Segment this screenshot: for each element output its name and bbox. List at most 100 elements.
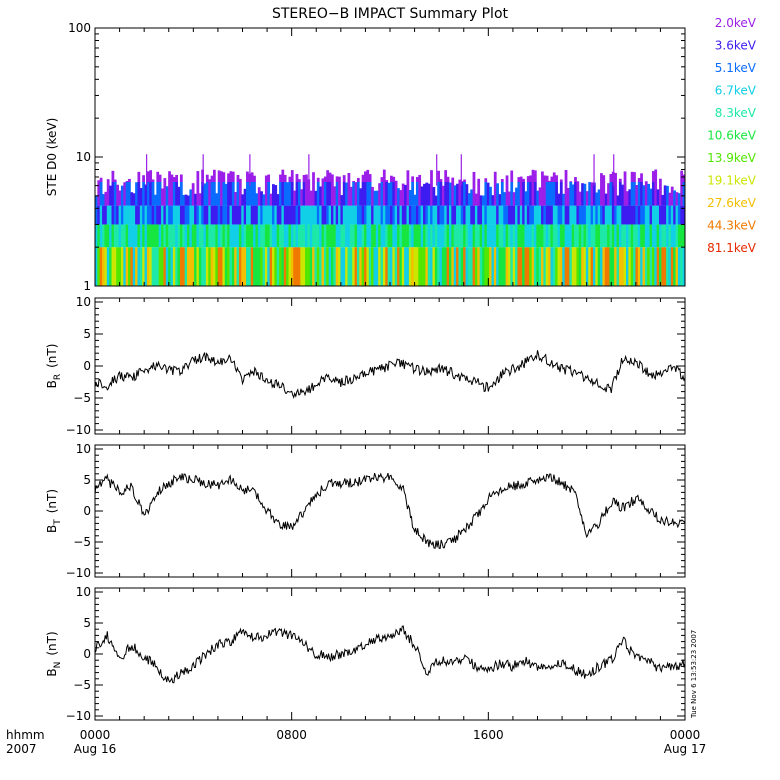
spectrogram-cell: [427, 224, 431, 248]
spectrogram-cell: [432, 187, 436, 206]
spectrogram-cell: [415, 205, 419, 225]
spectrogram-cell: [555, 224, 558, 248]
spectrogram-cell: [609, 182, 613, 206]
spectrogram-cell: [451, 205, 455, 225]
spectrogram-cell: [125, 182, 129, 206]
panel-br: −10 −5 0 5 10 BR (nT): [45, 295, 686, 437]
spectrogram-cell: [609, 224, 613, 248]
spectrogram-cell: [352, 205, 355, 225]
spectrogram-cell: [316, 182, 320, 206]
spectrogram-cell: [269, 205, 273, 225]
spectrogram-cell: [479, 205, 483, 225]
spectrogram-cell: [281, 169, 285, 182]
spectrogram-cell: [151, 179, 155, 182]
spectrogram-cell: [279, 174, 282, 183]
spectrogram-cell: [635, 185, 639, 206]
spectrogram-cell: [548, 182, 551, 206]
spectrogram-cell: [253, 224, 256, 248]
spectrogram-cell: [600, 173, 603, 182]
spectrogram-cell: [302, 174, 306, 182]
spectrogram-cell: [567, 247, 570, 286]
spectrogram-cell: [611, 224, 615, 248]
spectrogram-cell: [168, 224, 171, 248]
spectrogram-cell: [314, 224, 318, 248]
spectrogram-cell: [425, 205, 429, 225]
spectrogram-cell: [559, 182, 563, 206]
spectrogram-cell: [500, 182, 504, 206]
spectrogram-cell: [437, 182, 440, 206]
spectrogram-cell: [340, 224, 344, 248]
spectrogram-cell: [602, 182, 606, 206]
spectrogram-cell: [548, 180, 551, 182]
spectrogram-cell: [562, 193, 566, 206]
energy-legend-item: 6.7keV: [715, 84, 757, 98]
spectrogram-cell: [241, 194, 245, 206]
spectrogram-cell: [583, 183, 587, 206]
spectrogram-cell: [524, 205, 528, 225]
spectrogram-cell: [331, 224, 334, 248]
bt-ylabel: BT (nT): [45, 489, 63, 533]
spectrogram-cell: [333, 247, 337, 286]
spectrogram-cell: [427, 183, 431, 206]
spectrogram-cell: [418, 182, 422, 206]
spectrogram-cell: [163, 178, 167, 183]
spectrogram-cell: [637, 205, 641, 225]
spectrogram-cell: [342, 205, 346, 225]
spectrogram-cell: [411, 182, 414, 206]
spectrogram-cell: [342, 175, 346, 182]
spectrogram-cell: [380, 205, 384, 225]
spectrogram-cell: [453, 224, 457, 248]
spectrogram-cell: [432, 224, 436, 248]
spectrogram-cell: [562, 247, 566, 286]
spectrogram-cell: [635, 205, 639, 225]
spectrogram-cell: [326, 205, 330, 225]
spectrogram-cell: [137, 171, 141, 182]
spectrogram-cell: [401, 247, 405, 286]
spectrogram-cell: [621, 184, 625, 206]
spectrogram-cell: [649, 188, 653, 206]
spectrogram-cell: [236, 247, 240, 286]
bn-ylabel: BN (nT): [45, 631, 63, 676]
spectrogram-cell: [423, 183, 426, 206]
spectrogram-cell: [552, 205, 556, 225]
spectrogram-cell: [600, 205, 603, 225]
spectrogram-cell: [531, 169, 535, 183]
spectrogram-cell: [375, 190, 379, 206]
spectrogram-cell: [567, 187, 570, 206]
spectrogram-cell: [109, 247, 112, 286]
spectrogram-cell: [236, 224, 240, 248]
spectrogram-cell: [623, 205, 627, 225]
spectrogram-cell: [382, 205, 386, 225]
spectrogram-cell: [390, 175, 393, 183]
spectrogram-cell: [217, 224, 221, 248]
spectrogram-cell: [314, 190, 318, 206]
spectrogram-cell: [616, 224, 620, 248]
spectrogram-cell: [281, 205, 285, 225]
spectrogram-cell: [536, 190, 540, 206]
spectrogram-cell: [415, 224, 419, 248]
spectrogram-cell: [319, 205, 322, 225]
spectrogram-cell: [656, 205, 660, 225]
spectrogram-cell: [533, 224, 537, 248]
spectrogram-cell: [496, 205, 499, 225]
spectrogram-cell: [588, 182, 591, 206]
panel-ste-d0: 1 10 100 STE D0 (keV) 2.0keV 3.6keV 5.1keV 6.…: [45, 16, 757, 293]
spectrogram-cell: [505, 224, 509, 248]
spectrogram-cell: [260, 247, 263, 286]
spectrogram-cell: [463, 247, 466, 286]
spectrogram-cell: [302, 247, 306, 286]
spectrogram-cell: [142, 175, 145, 182]
spectrogram-cell: [146, 205, 150, 225]
spectrogram-cell: [109, 205, 112, 225]
spectrogram-cell: [654, 224, 658, 248]
spectrogram-cell: [569, 181, 573, 182]
spectrogram-cell: [340, 195, 344, 206]
ste-d0-ylabel: STE D0 (keV): [45, 118, 59, 197]
spectrogram-cell: [224, 247, 228, 286]
spectrogram-cell: [408, 247, 412, 286]
bn-trace-content: [94, 625, 686, 684]
spectrogram-cell: [300, 205, 304, 225]
spectrogram-cell: [498, 194, 502, 206]
spectrogram-cell: [503, 247, 507, 286]
spectrogram-cell: [680, 170, 684, 183]
